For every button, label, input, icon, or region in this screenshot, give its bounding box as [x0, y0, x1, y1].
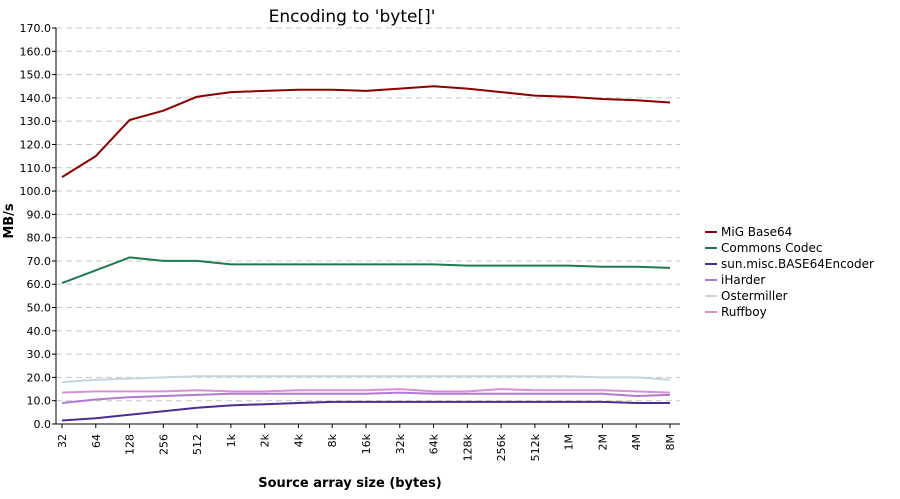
y-tick-label: 30.0: [27, 348, 52, 361]
chart-title: Encoding to 'byte[]': [269, 7, 436, 27]
y-tick-label: 80.0: [27, 232, 52, 245]
series-line: [61, 400, 670, 422]
x-tick-label: 2M: [596, 434, 609, 451]
legend-label: MiG Base64: [721, 225, 792, 239]
y-tick-label: 10.0: [27, 395, 52, 408]
legend-label: iHarder: [721, 273, 765, 287]
y-tick-label: 140.0: [20, 92, 52, 105]
x-tick-label: 16k: [360, 433, 373, 454]
x-tick-label: 64k: [428, 433, 441, 454]
y-tick-label: 170.0: [20, 22, 52, 35]
legend-label: Ruffboy: [721, 305, 767, 319]
x-tick-label: 256: [157, 434, 170, 455]
y-tick-label: 110.0: [20, 162, 52, 175]
y-tick-label: 50.0: [27, 302, 52, 315]
x-axis-ticks: 32 64 128 256 512 1k 2k 4k 8k 16k 32k 64k 128k 256k 51…: [56, 424, 677, 461]
x-tick-label: 4M: [630, 434, 643, 451]
series-lines: [61, 85, 671, 422]
legend-label: sun.misc.BASE64Encoder: [721, 257, 874, 271]
legend-label: Ostermiller: [721, 289, 788, 303]
x-tick-label: 512k: [529, 433, 542, 461]
y-tick-label: 100.0: [20, 185, 52, 198]
legend: MiG Base64 Commons Codec sun.misc.BASE64En…: [705, 225, 874, 319]
x-tick-label: 1M: [563, 434, 576, 451]
legend-label: Commons Codec: [721, 241, 822, 255]
x-tick-label: 4k: [292, 433, 305, 447]
x-axis-label: Source array size (bytes): [258, 476, 442, 491]
series-line: [61, 256, 671, 285]
y-tick-label: 60.0: [27, 278, 52, 291]
series-line: [61, 375, 671, 384]
y-tick-label: 160.0: [20, 45, 52, 58]
x-tick-label: 32k: [394, 433, 407, 454]
y-tick-label: 120.0: [20, 138, 52, 151]
series-line: [61, 85, 671, 178]
series-line: [61, 388, 671, 394]
series-line: [61, 391, 671, 404]
x-tick-label: 1k: [225, 433, 238, 447]
x-tick-label: 128k: [461, 433, 474, 461]
x-tick-label: 2k: [259, 433, 272, 447]
y-tick-label: 20.0: [27, 371, 52, 384]
x-tick-label: 128: [124, 434, 137, 455]
y-tick-label: 40.0: [27, 325, 52, 338]
y-tick-label: 70.0: [27, 255, 52, 268]
x-tick-label: 64: [90, 434, 103, 448]
axes: [55, 28, 680, 425]
y-tick-label: 90.0: [27, 208, 52, 221]
y-axis-ticks: 0.0 10.0 20.0 30.0 40.0 50.0 60.0 70.0 80.0 90.0 1…: [20, 22, 56, 431]
y-tick-label: 0.0: [34, 418, 52, 431]
x-tick-label: 512: [191, 434, 204, 455]
grid: [56, 27, 680, 402]
x-tick-label: 8M: [664, 434, 677, 451]
y-axis-label: MB/s: [2, 203, 17, 239]
y-tick-label: 150.0: [20, 69, 52, 82]
x-tick-label: 256k: [495, 433, 508, 461]
x-tick-label: 32: [56, 434, 69, 448]
x-tick-label: 8k: [326, 433, 339, 447]
y-tick-label: 130.0: [20, 115, 52, 128]
